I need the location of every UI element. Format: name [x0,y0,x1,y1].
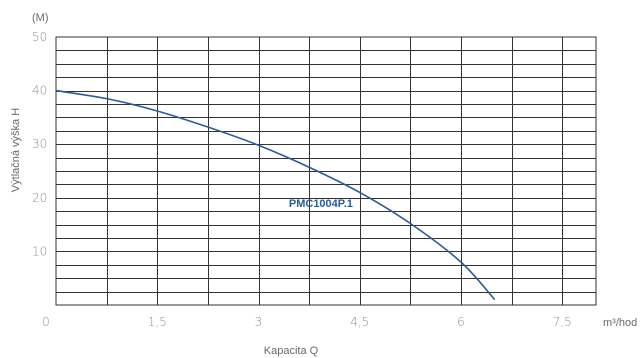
tick-labels: 10 20 30 40 50 0 1,5 3 4,5 6 7,5 [32,30,572,329]
y-tick-label: 20 [32,191,47,205]
y-tick-label: 50 [32,30,47,44]
y-unit-label: (M) [32,12,49,24]
x-tick-label: 0 [42,315,50,329]
x-tick-label: 3 [255,315,263,329]
y-axis-label: Výtlačná výška H [10,108,22,192]
x-tick-label: 1,5 [148,315,167,329]
series-layer: PMC1004P.1 [55,89,496,301]
grid [55,36,597,306]
x-tick-label: 7,5 [553,315,572,329]
x-tick-label: 4,5 [350,315,369,329]
y-tick-label: 40 [32,84,47,98]
y-tick-label: 10 [32,244,47,258]
series-line [55,89,496,301]
series-label: PMC1004P.1 [289,198,353,210]
y-tick-label: 30 [32,137,47,151]
x-unit-label: m³/hod [603,317,637,329]
x-axis-label: Kapacita Q [264,345,319,357]
x-tick-label: 6 [457,315,465,329]
